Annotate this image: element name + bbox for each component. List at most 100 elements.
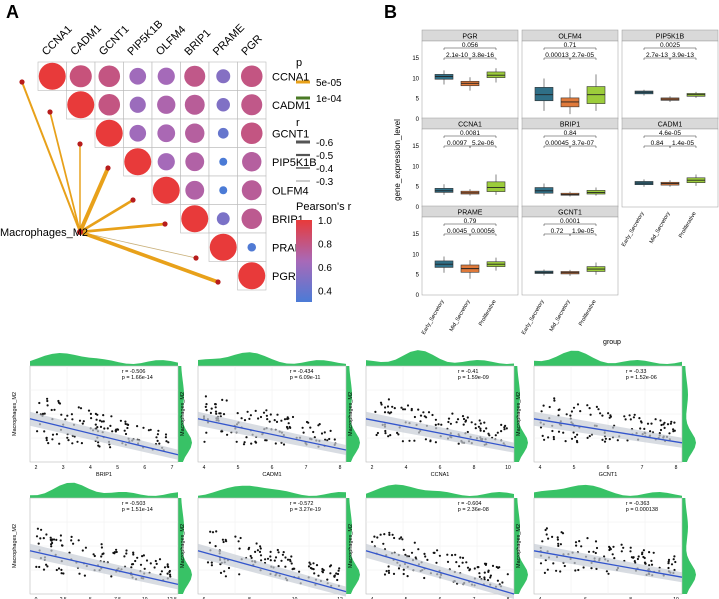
stat-r: r = -0.503 xyxy=(122,501,146,507)
scatter-point xyxy=(309,563,312,566)
scatter-point xyxy=(574,569,577,572)
density-right-pgr xyxy=(346,498,360,594)
scatter-point xyxy=(94,423,97,426)
scatter-point xyxy=(652,551,655,554)
scatter-point xyxy=(143,567,146,570)
scatter-point xyxy=(461,556,465,560)
scatter-xtick: 7 xyxy=(305,465,308,471)
scatter-point xyxy=(276,548,279,552)
scatter-point xyxy=(156,439,159,442)
colorbar-tick: 0.6 xyxy=(318,263,332,274)
scatter-point xyxy=(396,431,399,434)
scatter-point xyxy=(636,557,640,561)
row-label-cadm1: CADM1 xyxy=(272,100,311,112)
heat-circle-gcnt1-brip1 xyxy=(185,123,205,143)
scatter-point xyxy=(214,410,218,413)
box-pval: 0.00013 xyxy=(545,52,569,59)
scatter-point xyxy=(402,568,405,571)
scatter-point xyxy=(246,410,249,413)
scatter-point xyxy=(265,439,268,442)
scatter-point xyxy=(70,539,73,542)
scatter-point xyxy=(51,433,55,436)
scatter-point xyxy=(110,415,113,418)
legend-p-item: 5e-05 xyxy=(316,78,342,89)
heat-circle-olfm4-prame xyxy=(219,186,228,195)
box-xtick: Proliferative xyxy=(478,299,498,327)
scatter-point xyxy=(462,417,466,421)
scatter-point xyxy=(284,556,287,559)
scatter-point xyxy=(380,403,383,406)
scatter-point xyxy=(45,533,48,536)
row-label-olfm4: OLFM4 xyxy=(272,185,309,197)
scatter-point xyxy=(250,442,253,445)
scatter-point xyxy=(562,431,565,434)
scatter-point xyxy=(414,556,417,559)
scatter-point xyxy=(397,433,400,436)
scatter-point xyxy=(101,553,104,556)
scatter-point xyxy=(557,430,561,433)
box-bracket xyxy=(643,47,697,50)
stat-r: r = -0.434 xyxy=(290,369,314,375)
scatter-point xyxy=(589,413,592,416)
scatter-point xyxy=(53,408,56,411)
scatter-point xyxy=(419,420,422,423)
scatter-point xyxy=(335,572,338,575)
box-xtick: Proliferative xyxy=(678,211,698,239)
boxplot-grid: gene_expression_level PGR 0 5 10 15 0.056 2.1e-… xyxy=(393,29,719,346)
scatter-point xyxy=(153,566,156,569)
scatter-point xyxy=(163,566,167,569)
scatter-point xyxy=(565,413,568,416)
scatter-point xyxy=(446,553,449,556)
scatter-point xyxy=(557,542,560,545)
scatter-point xyxy=(384,406,387,409)
scatter-point xyxy=(559,543,563,546)
scatter-point xyxy=(590,567,593,570)
density-top-pgr xyxy=(198,485,346,498)
scatter-point xyxy=(90,417,93,420)
scatter-point xyxy=(119,419,122,422)
scatter-point xyxy=(215,530,218,533)
scatter-point xyxy=(371,540,374,544)
box-title-pip5k1b: PIP5K1B xyxy=(656,34,685,41)
scatter-point xyxy=(552,438,556,441)
scatter-point xyxy=(60,572,63,575)
scatter-point xyxy=(221,398,224,401)
scatter-point xyxy=(167,441,170,444)
scatter-point xyxy=(503,426,506,429)
scatter-point xyxy=(435,561,438,564)
box-xlabel: group xyxy=(603,339,621,346)
scatter-point xyxy=(38,401,41,405)
scatter-xtick: 6 xyxy=(203,597,206,599)
scatter-point xyxy=(269,550,272,554)
scatter-point xyxy=(205,409,208,412)
box-pval: 0.72 xyxy=(551,228,564,235)
regression-line xyxy=(533,550,683,578)
scatter-point xyxy=(458,565,461,568)
density-top-prame xyxy=(534,484,682,498)
scatter-point xyxy=(40,528,43,531)
box-xtick: Proliferative xyxy=(578,299,598,327)
scatter-point xyxy=(45,439,48,442)
scatter-xtick: 6 xyxy=(271,465,274,471)
scatter-point xyxy=(629,550,632,553)
scatter-point xyxy=(265,414,268,417)
scatter-point xyxy=(280,419,283,422)
stat-p: p = 1.51e-14 xyxy=(122,507,153,513)
legend-r-item: -0.6 xyxy=(316,138,334,149)
link-end-pgr xyxy=(215,279,221,285)
box-bracket xyxy=(469,233,497,236)
scatter-point xyxy=(479,427,482,430)
scatter-point xyxy=(410,551,414,554)
scatter-point xyxy=(221,538,224,541)
scatter-point xyxy=(447,417,451,420)
scatter-point xyxy=(462,423,465,426)
scatter-point xyxy=(423,552,426,556)
scatter-xtick: 4 xyxy=(203,465,206,471)
scatter-point xyxy=(169,575,172,578)
scatter-point xyxy=(166,572,169,575)
scatter-point xyxy=(673,555,676,558)
heat-circle-prame-prame xyxy=(209,233,237,261)
scatter-point xyxy=(71,442,74,445)
scatter-point xyxy=(82,420,85,423)
